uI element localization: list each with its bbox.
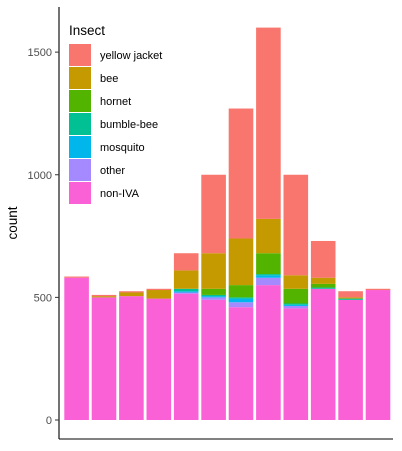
legend-key <box>69 44 91 66</box>
bar-segment <box>91 294 117 297</box>
bars-layer <box>64 27 391 421</box>
bar-segment <box>256 218 281 254</box>
bar-segment <box>228 302 254 308</box>
bar-segment <box>119 296 144 420</box>
bar-segment <box>283 308 309 420</box>
bar-segment <box>228 285 254 298</box>
legend-title: Insect <box>69 23 105 38</box>
bar-segment <box>310 288 336 420</box>
bar-segment <box>146 290 172 299</box>
bar-segment <box>173 293 199 420</box>
y-tick-label: 0 <box>46 415 52 427</box>
bar-segment <box>91 296 117 298</box>
legend-label: bee <box>100 73 118 85</box>
legend-key <box>69 159 91 181</box>
y-tick-label: 1500 <box>28 47 52 59</box>
bar-segment <box>310 287 336 289</box>
legend-key <box>69 182 91 204</box>
legend-key <box>69 113 91 135</box>
bar-segment <box>256 274 281 276</box>
bar-segment <box>201 294 226 297</box>
bar-segment <box>256 275 281 278</box>
legend-label: other <box>100 165 125 177</box>
legend-label: non-IVA <box>100 188 140 200</box>
bar-segment <box>201 288 226 295</box>
bar-segment <box>256 285 281 420</box>
y-tick-label: 1000 <box>28 170 52 182</box>
bar-segment <box>201 299 226 420</box>
bar-segment <box>283 305 309 309</box>
legend-key <box>69 90 91 112</box>
legend-key <box>69 67 91 89</box>
bar-segment <box>283 275 309 289</box>
bar-segment <box>119 291 144 293</box>
bar-segment <box>283 304 309 306</box>
bar-segment <box>338 298 363 300</box>
axes-layer: 0 500 1000 1500 count <box>5 7 393 440</box>
bar-segment <box>91 297 117 421</box>
bar-segment <box>310 240 336 278</box>
bar-segment <box>201 296 226 298</box>
bar-segment <box>283 303 309 305</box>
legend-label: yellow jacket <box>100 50 162 62</box>
bar-segment <box>365 290 391 420</box>
bar-segment <box>173 270 199 289</box>
bar-segment <box>173 291 199 293</box>
bar-segment <box>173 253 199 271</box>
bar-segment <box>228 307 254 420</box>
bar-segment <box>256 277 281 286</box>
bar-segment <box>201 174 226 254</box>
bar-segment <box>228 238 254 286</box>
legend-label: mosquito <box>100 142 145 154</box>
legend-label: hornet <box>100 96 131 108</box>
bar-segment <box>146 298 172 420</box>
bar-segment <box>365 288 391 291</box>
bar-segment <box>338 299 363 420</box>
bar-segment <box>146 288 172 291</box>
bar-segment <box>173 292 199 294</box>
bar-segment <box>64 277 89 420</box>
bar-segment <box>310 277 336 284</box>
bar-segment <box>201 253 226 289</box>
bar-segment <box>338 297 363 299</box>
bar-segment <box>310 283 336 288</box>
bar-segment <box>64 276 89 278</box>
bar-segment <box>256 27 281 219</box>
bar-segment <box>173 288 199 292</box>
y-tick-label: 500 <box>34 292 52 304</box>
bar-segment <box>228 298 254 303</box>
legend: Insect yellow jacket bee hornet bumble-bee mo… <box>69 23 162 204</box>
bar-segment <box>283 174 309 276</box>
bar-segment <box>119 292 144 297</box>
bar-segment <box>283 288 309 304</box>
legend-key <box>69 136 91 158</box>
bar-segment <box>201 297 226 300</box>
bar-segment <box>228 108 254 239</box>
bar-segment <box>338 291 363 298</box>
bar-segment <box>228 297 254 299</box>
legend-label: bumble-bee <box>100 119 158 131</box>
y-axis-title: count <box>5 206 20 239</box>
bar-segment <box>256 253 281 275</box>
